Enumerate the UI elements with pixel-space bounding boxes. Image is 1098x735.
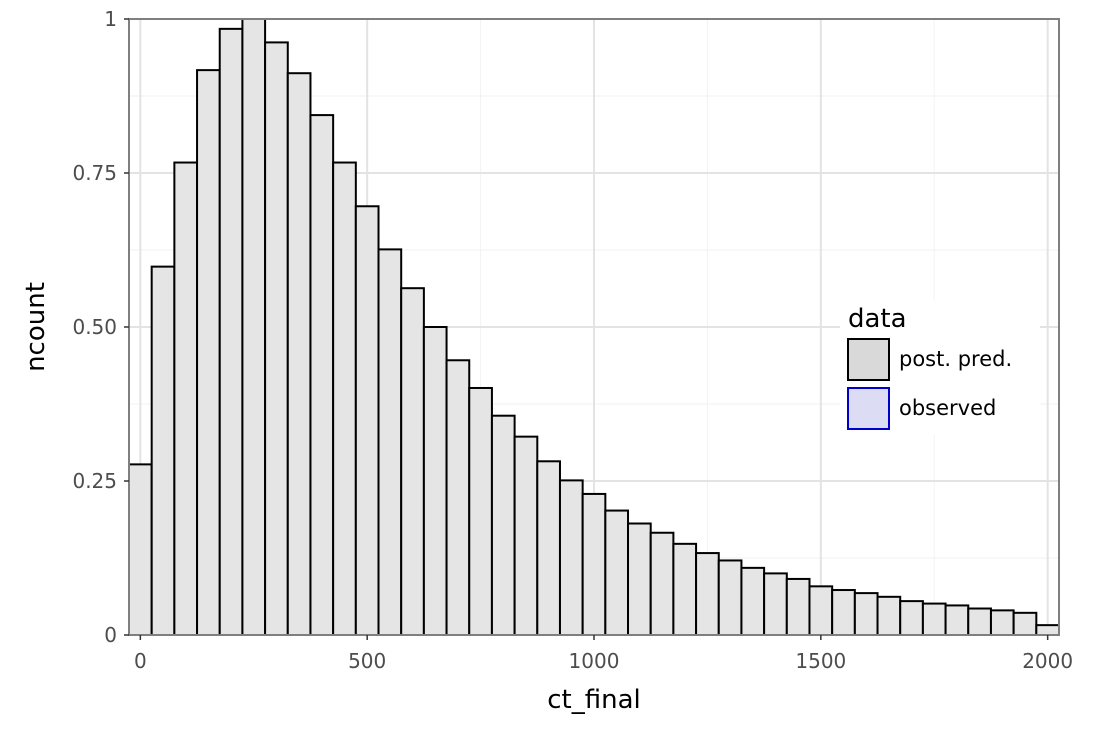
histogram-bar [1035,624,1060,636]
y-tick-label: 0.75 [72,161,117,185]
y-axis-ticks: 0 0.25 0.50 0.75 1 [72,7,129,647]
histogram-bar [808,585,834,636]
histogram-bar [899,600,924,636]
histogram-bar [944,604,970,637]
histogram-bar [490,414,516,637]
histogram-bar [218,27,244,636]
legend: data post. pred. observed [840,300,1040,435]
x-tick-label: 500 [348,649,386,673]
histogram-bar [468,386,493,637]
x-tick-label: 1000 [569,649,620,673]
histogram-bar [332,161,357,636]
y-tick-label: 0 [104,623,117,647]
histogram-bar [604,509,630,636]
y-axis-title: ncount [21,282,51,372]
histogram-bar [831,589,856,636]
histogram-bar [763,572,788,637]
histogram-bar [241,18,267,636]
histogram-bar [264,41,289,636]
histogram-bar [967,607,992,637]
x-tick-label: 1500 [795,649,846,673]
y-tick-label: 0.25 [72,469,117,493]
histogram-bar [309,114,335,636]
histogram-bar [377,248,403,636]
y-tick-label: 1 [104,7,117,31]
x-axis-title: ct_final [547,685,641,715]
histogram-bar [921,602,947,636]
legend-label-post-pred: post. pred. [899,347,1012,371]
legend-label-observed: observed [899,396,996,420]
histogram-bar [853,592,879,636]
histogram-bar [558,479,584,636]
histogram-bar [445,359,471,636]
histogram-bar [876,595,902,636]
x-tick-label: 2000 [1022,649,1073,673]
histogram-bar [354,205,380,636]
histogram-bar [989,609,1015,636]
histogram-bar [196,69,221,637]
histogram-bar [627,522,652,637]
histogram-bar [173,161,199,636]
histogram-bar [740,566,766,637]
histogram-bar [1012,611,1038,636]
legend-key-observed [847,387,890,430]
histogram-bar [400,287,425,636]
histogram-bar [785,577,811,636]
histogram-bar [513,435,539,637]
x-axis-ticks: 0 500 1000 1500 2000 [134,635,1073,673]
y-tick-label: 0.50 [72,315,117,339]
histogram-bar [695,552,720,637]
histogram-bar [649,531,675,637]
histogram-bar [286,72,312,636]
histogram-bar [150,265,176,636]
histogram-bar [581,492,607,636]
legend-title: data [848,304,907,334]
histogram-bar [717,559,743,636]
histogram-bar [128,463,153,637]
histogram-bar [536,460,561,636]
histogram-bar [672,542,698,636]
histogram-bar [422,326,448,636]
legend-key-post-pred [847,338,890,381]
x-tick-label: 0 [134,649,147,673]
